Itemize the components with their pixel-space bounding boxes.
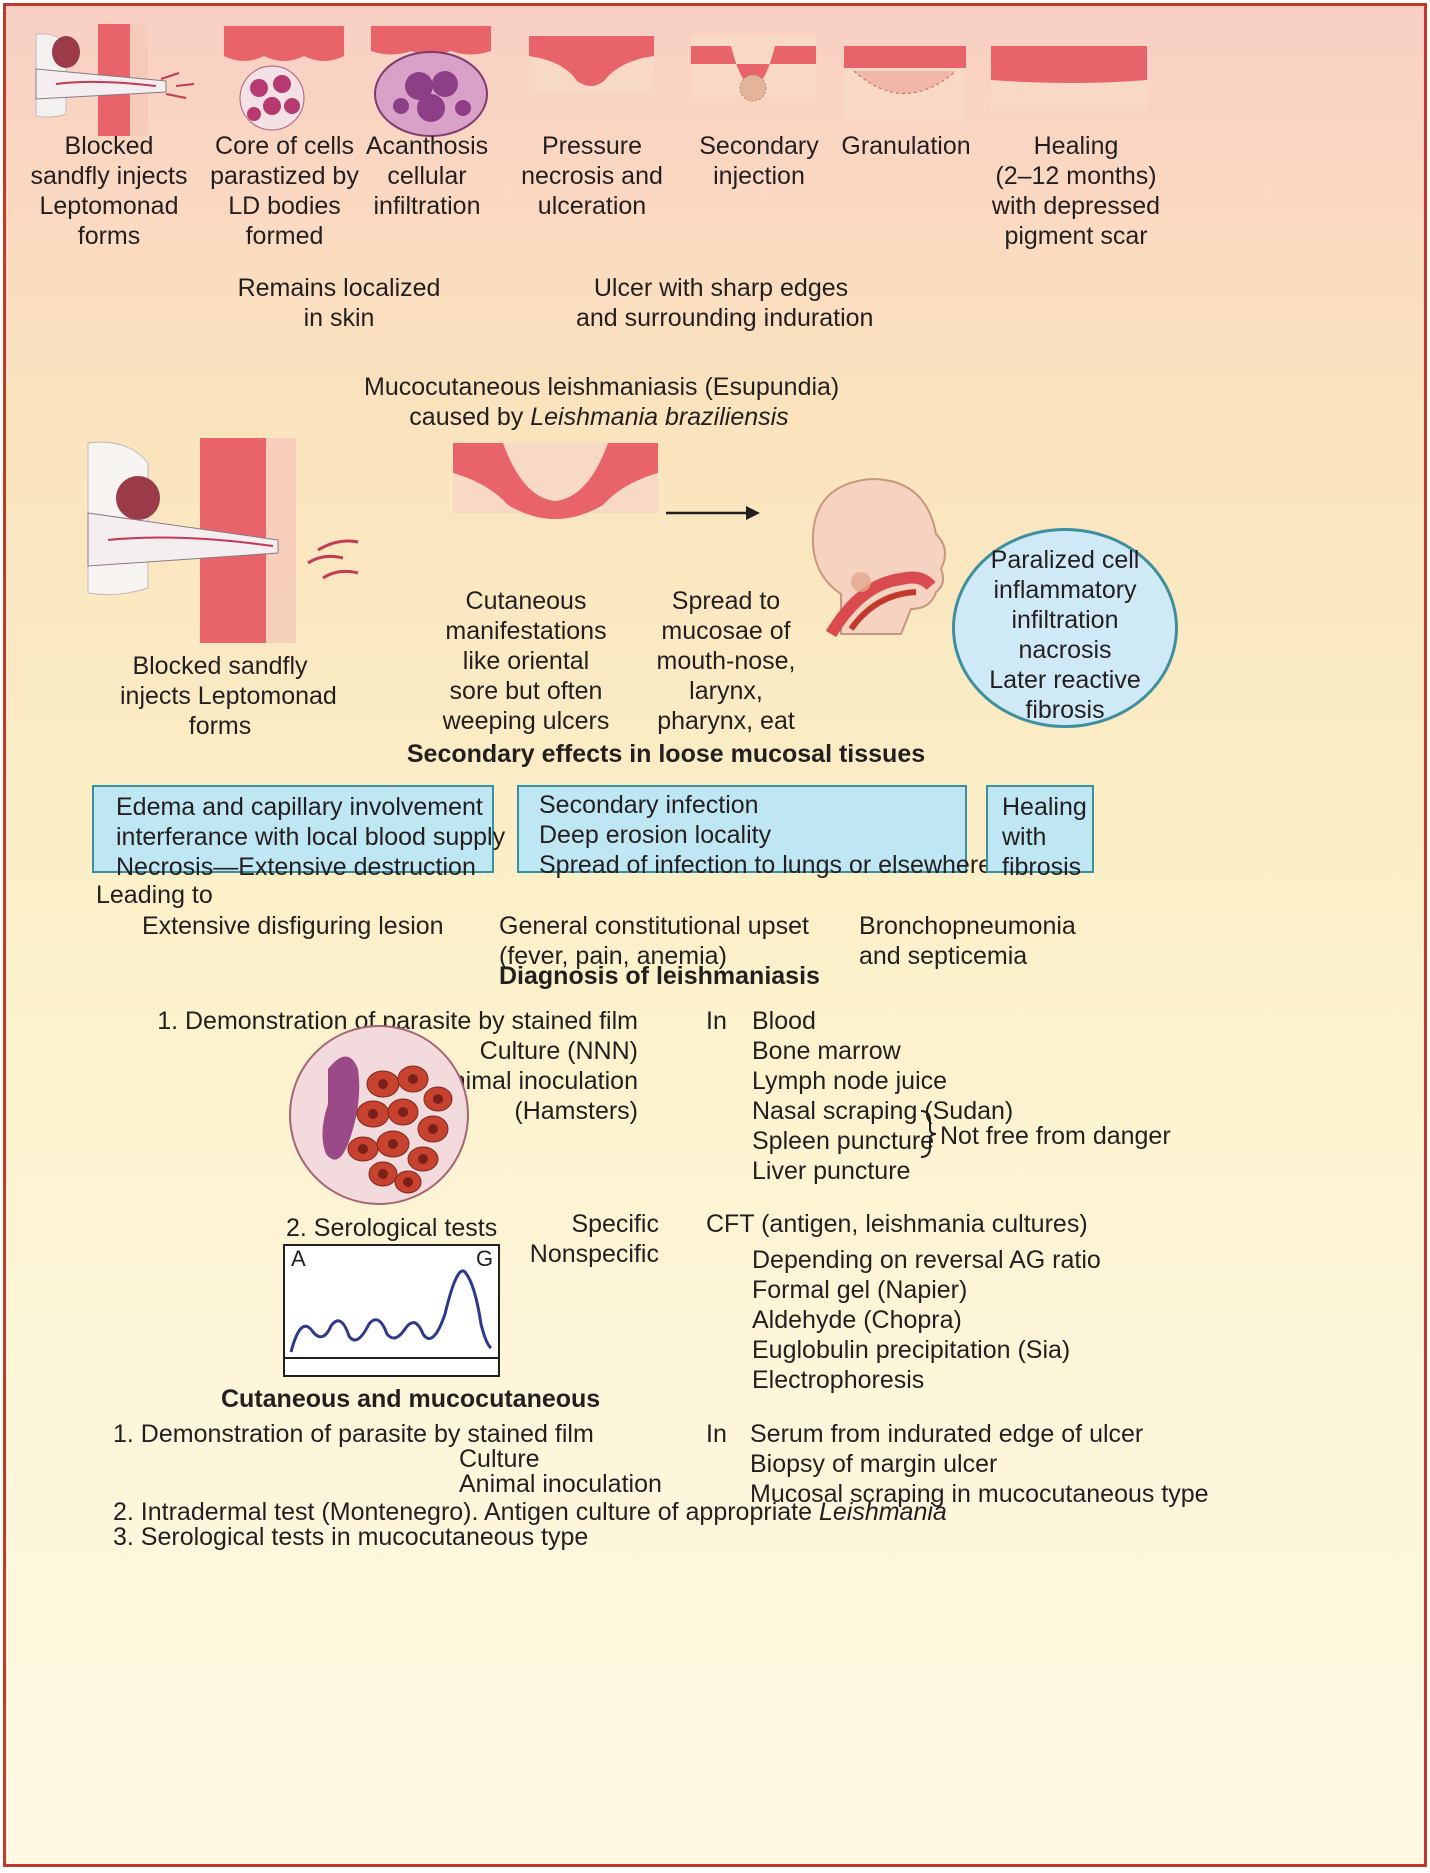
effects-box-edema: Edema and capillary involvement interfera… xyxy=(92,785,505,881)
head-profile-illustration xyxy=(811,477,946,638)
cutaneous-animal-inoculation: Animal inoculation xyxy=(459,1470,662,1498)
secondary-effects-heading: Secondary effects in loose mucosal tissu… xyxy=(406,740,926,768)
intradermal-test-item: 2. Intradermal test (Montenegro). Antige… xyxy=(113,1498,947,1526)
secondary-infection-illustration xyxy=(691,36,816,102)
cutaneous-diagnosis-heading: Cutaneous and mucocutaneous xyxy=(221,1385,601,1413)
healing-scar-illustration xyxy=(991,46,1147,111)
figure-page: Blocked sandfly injects Leptomonad forms Co… xyxy=(3,3,1427,1867)
cutaneous-sites-list: Serum from indurated edge of ulcer Biopsy… xyxy=(750,1420,1209,1508)
stage-label-sandfly: Blocked sandfly injects Leptomonad forms xyxy=(30,132,188,250)
graph-label-a: A xyxy=(291,1246,306,1271)
stage-label-pressure-necrosis: Pressure necrosis and ulceration xyxy=(521,132,663,220)
cutaneous-in-label: In xyxy=(706,1420,727,1448)
serological-categories: Specific Nonspecific xyxy=(529,1210,659,1268)
spread-to-mucosae-label: Spread to mucosae of mouth-nose, larynx, pha… xyxy=(656,587,796,735)
brace-icon xyxy=(920,1110,937,1158)
species-name-leishmania: Leishmania xyxy=(818,1498,947,1526)
outcome-disfiguring-lesion: Extensive disfiguring lesion xyxy=(142,912,444,940)
serological-mucocutaneous-item: 3. Serological tests in mucocutaneous ty… xyxy=(113,1523,589,1551)
diagnosis-sites-list: Blood Bone marrow Lymph node juice Nasal sc… xyxy=(752,1007,1014,1185)
note-remains-localized: Remains localized in skin xyxy=(237,274,441,332)
stage-label-granulation: Granulation xyxy=(841,132,971,160)
pressure-necrosis-illustration xyxy=(529,36,654,94)
serological-tests-label: 2. Serological tests xyxy=(286,1214,498,1242)
weeping-ulcer-illustration xyxy=(453,443,658,519)
not-free-from-danger: Not free from danger xyxy=(940,1122,1171,1150)
note-ulcer-sharp-edges: Ulcer with sharp edges and surrounding in… xyxy=(576,274,874,332)
diagnosis-heading: Diagnosis of leishmaniasis xyxy=(499,962,820,990)
stage-label-healing: Healing (2–12 months) with depressed pigmen… xyxy=(991,132,1161,250)
effects-box-healing-text: Healing with fibrosis xyxy=(1002,793,1087,881)
species-name: Leishmania braziliensis xyxy=(530,403,789,431)
granulation-illustration xyxy=(844,46,966,121)
pathology-circle-text: Paralized cell inflammatory infiltration na… xyxy=(989,546,1141,724)
diagnosis-in-label: In xyxy=(706,1007,727,1035)
sandfly-injection-illustration-large xyxy=(87,438,359,643)
spread-arrow xyxy=(666,506,760,520)
stained-film-cells-illustration xyxy=(289,1025,469,1205)
stage-label-acanthosis: Acanthosis cellular infiltration xyxy=(365,132,489,220)
parasitized-cells-illustration xyxy=(224,26,344,131)
cutaneous-manifestations-label: Cutaneous manifestations like oriental sore… xyxy=(442,587,610,735)
acanthosis-illustration xyxy=(371,26,491,137)
mucocutaneous-sandfly-label: Blocked sandfly injects Leptomonad forms xyxy=(120,652,337,740)
sandfly-injection-illustration-small xyxy=(35,24,195,136)
graph-label-g: G xyxy=(476,1246,493,1271)
effects-box-infection-text: Secondary infection Deep erosion locality… xyxy=(539,791,993,879)
cutaneous-culture: Culture xyxy=(459,1445,540,1473)
cft-test: CFT (antigen, leishmania cultures) xyxy=(706,1210,1088,1238)
cutaneous-demo-item: 1. Demonstration of parasite by stained … xyxy=(113,1420,594,1448)
pathology-circle: Paralized cell inflammatory infiltration na… xyxy=(952,528,1178,728)
effects-box-edema-text: Edema and capillary involvement interfera… xyxy=(116,793,506,881)
outcome-bronchopneumonia: Bronchopneumonia and septicemia xyxy=(859,912,1076,970)
effects-box-infection: Secondary infection Deep erosion locality… xyxy=(517,785,992,879)
stage-label-secondary-injection: Secondary injection xyxy=(699,132,819,190)
mucocutaneous-title: Mucocutaneous leishmaniasis (Esupundia) … xyxy=(364,373,840,431)
electrophoresis-graph: A G xyxy=(283,1244,500,1377)
nonspecific-tests-list: Depending on reversal AG ratio Formal gel… xyxy=(752,1246,1101,1394)
outcome-constitutional-upset: General constitutional upset (fever, pain… xyxy=(499,912,809,970)
stage-label-core-cells: Core of cells parastized by LD bodies forme… xyxy=(210,132,359,250)
effects-box-healing: Healing with fibrosis xyxy=(986,785,1094,881)
leading-to-label: Leading to xyxy=(96,881,213,909)
